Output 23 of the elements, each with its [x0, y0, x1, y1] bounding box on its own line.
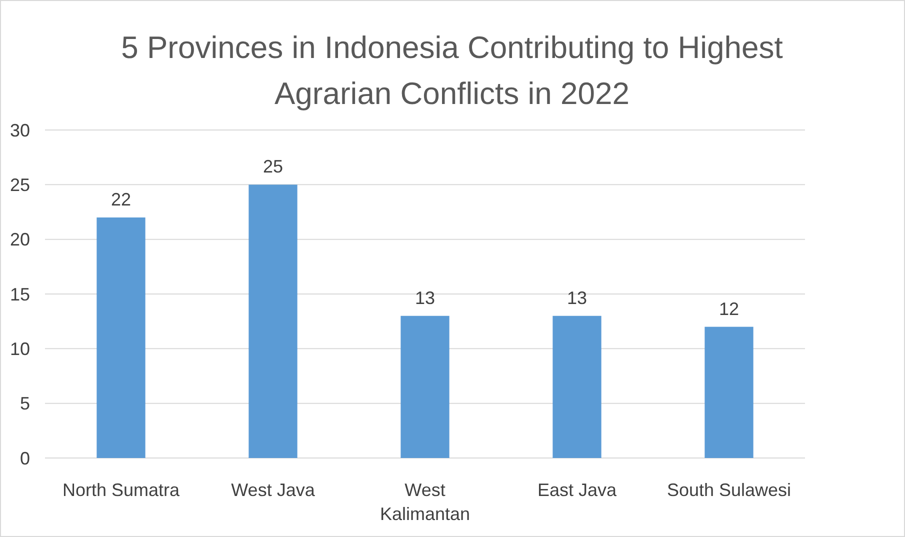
x-tick-label: South Sulawesi — [666, 480, 792, 500]
data-label: 12 — [718, 298, 740, 319]
x-tick-label: West Kalimantan — [380, 480, 470, 524]
bar — [96, 217, 146, 458]
bar — [400, 316, 450, 458]
bar — [704, 326, 754, 458]
data-label: 25 — [262, 156, 284, 177]
y-tick-label: 30 — [10, 120, 30, 140]
y-tick-label: 15 — [10, 284, 30, 304]
y-tick-label: 20 — [10, 230, 30, 250]
data-label: 22 — [110, 189, 132, 210]
bar — [552, 316, 602, 458]
y-tick-label: 0 — [20, 448, 30, 468]
data-label: 13 — [414, 288, 436, 308]
x-tick-label: East Java — [537, 480, 618, 500]
x-tick-label: North Sumatra — [62, 480, 181, 500]
chart-title: 5 Provinces in Indonesia Contributing to Highest Agrarian Conflicts in 2022 — [121, 30, 784, 111]
x-tick-label: West Java — [231, 480, 316, 500]
bar — [248, 184, 298, 458]
data-label: 13 — [566, 288, 588, 308]
y-tick-label: 25 — [10, 174, 30, 195]
y-tick-label: 5 — [20, 394, 30, 414]
y-tick-label: 10 — [10, 338, 30, 359]
